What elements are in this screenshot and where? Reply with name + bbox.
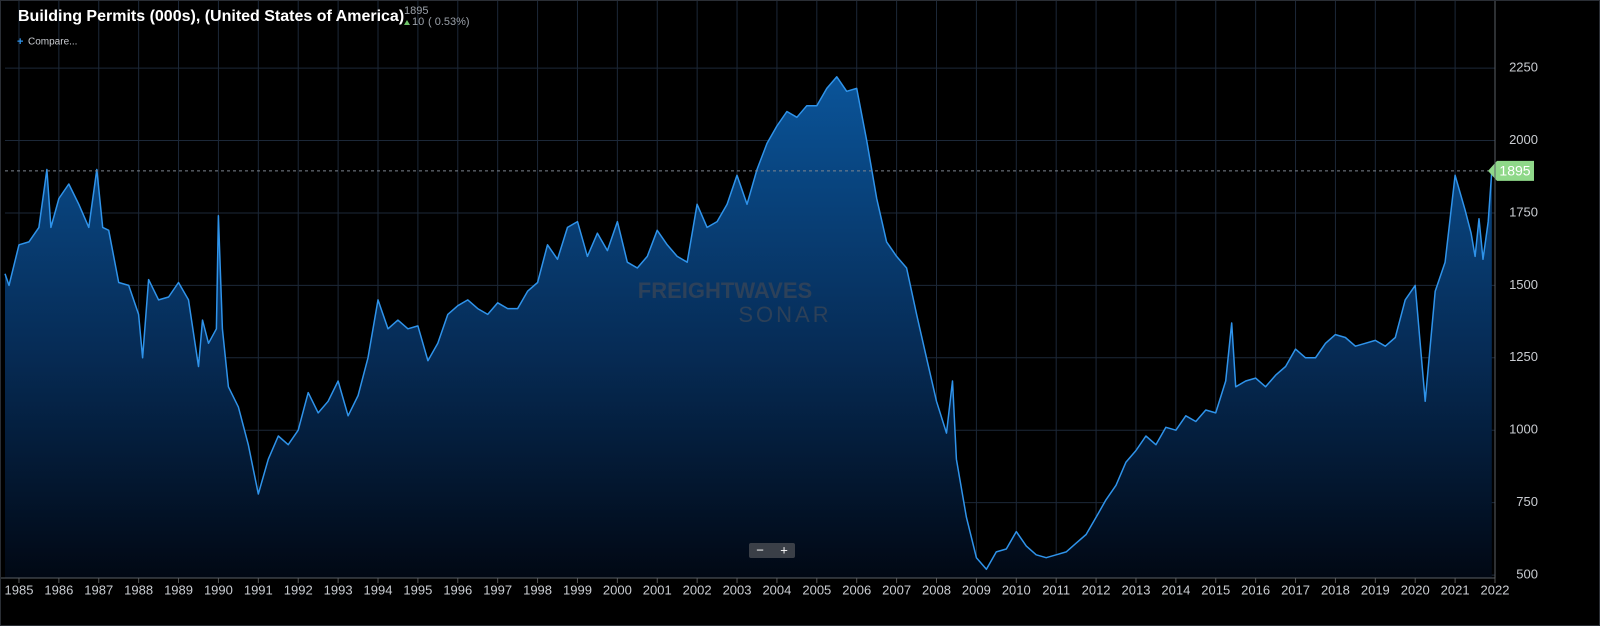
- x-tick-label: 2021: [1441, 582, 1470, 597]
- header-value: 1895: [404, 5, 428, 17]
- x-tick-label: 1998: [523, 582, 552, 597]
- zoom-controls: [749, 543, 795, 558]
- change-percent: ( 0.53%): [428, 16, 470, 28]
- area: [5, 76, 1492, 579]
- x-tick-label: 1992: [284, 582, 313, 597]
- x-tick-label: 2005: [802, 582, 831, 597]
- x-tick-label: 2012: [1082, 582, 1111, 597]
- x-tick-label: 2018: [1321, 582, 1350, 597]
- x-tick-label: 2007: [882, 582, 911, 597]
- change-arrow: [404, 20, 410, 25]
- compare-link[interactable]: Compare...: [28, 37, 77, 48]
- x-tick-label: 2019: [1361, 582, 1390, 597]
- y-tick-label: 750: [1516, 494, 1538, 509]
- x-tick-label: 2009: [962, 582, 991, 597]
- x-tick-label: 2004: [762, 582, 791, 597]
- last-value-tag: [1488, 160, 1534, 181]
- zoom-out[interactable]: −: [756, 542, 764, 557]
- x-tick-label: 2013: [1122, 582, 1151, 597]
- x-tick-label: 1999: [563, 582, 592, 597]
- x-tick-label: 1993: [324, 582, 353, 597]
- y-tick-label: 1750: [1509, 204, 1538, 219]
- x-tick-label: 1988: [124, 582, 153, 597]
- y-tick-label: 1250: [1509, 349, 1538, 364]
- x-tick-label: 2014: [1161, 582, 1190, 597]
- x-tick-label: 2002: [683, 582, 712, 597]
- x-tick-label: 2010: [1002, 582, 1031, 597]
- x-tick-label: 2001: [643, 582, 672, 597]
- x-tick-label: 1989: [164, 582, 193, 597]
- x-tick-label: 2011: [1042, 582, 1070, 597]
- last-value-label: 1895: [1499, 163, 1530, 179]
- x-tick-label: 2020: [1401, 582, 1430, 597]
- line: [4, 76, 1493, 571]
- y-tick-label: 1500: [1509, 277, 1538, 292]
- y-tick-label: 500: [1516, 567, 1538, 582]
- x-tick-label: 2017: [1281, 582, 1310, 597]
- x-tick-label: 1997: [483, 582, 512, 597]
- x-tick-label: 2016: [1241, 582, 1270, 597]
- x-tick-label: 2008: [922, 582, 951, 597]
- x-tick-label: 1987: [84, 582, 113, 597]
- y-tick-label: 2250: [1509, 60, 1538, 75]
- y-tick-label: 2000: [1509, 132, 1538, 147]
- x-tick-label: 2000: [603, 582, 632, 597]
- x-tick-label: 1994: [364, 582, 393, 597]
- change: 10: [412, 16, 424, 28]
- x-tick-label: 2015: [1201, 582, 1230, 597]
- watermark: SONAR: [738, 302, 831, 327]
- zoom-in[interactable]: +: [780, 542, 788, 557]
- x-tick-label: 2006: [842, 582, 871, 597]
- axes: 500 750 1000 1250 1500 1750 2000 2250 1985 1986 19…: [0, 0, 1538, 597]
- chart-title: Building Permits (000s), (United States …: [18, 8, 404, 25]
- watermark: FREIGHTWAVES: [638, 278, 812, 303]
- plot: [4, 76, 1495, 579]
- x-tick-label: 1995: [403, 582, 432, 597]
- compare-icon[interactable]: +: [17, 36, 23, 48]
- x-tick-label: 1991: [244, 582, 273, 597]
- x-tick-label: 1986: [44, 582, 73, 597]
- x-tick-label: 1990: [204, 582, 233, 597]
- y-tick-label: 1000: [1509, 422, 1538, 437]
- x-tick-label: 1985: [5, 582, 34, 597]
- x-tick-label: 1996: [443, 582, 472, 597]
- x-tick-label: 2003: [723, 582, 752, 597]
- x-tick-label: 2022: [1481, 582, 1510, 597]
